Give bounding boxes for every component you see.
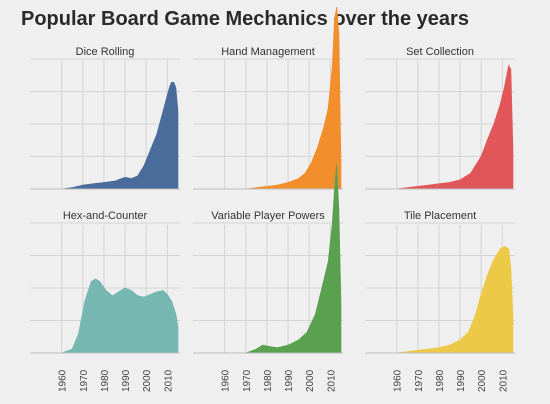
area-series bbox=[365, 245, 514, 354]
facet-title: Dice Rolling bbox=[76, 46, 135, 58]
x-tick-label: 1970 bbox=[79, 369, 90, 392]
x-tick-label: 1970 bbox=[414, 369, 425, 392]
area-series bbox=[30, 278, 179, 354]
x-tick-label: 1980 bbox=[263, 369, 274, 392]
x-tick-label: 1960 bbox=[393, 369, 404, 392]
x-tick-label: 1990 bbox=[284, 369, 295, 392]
facet-title: Hand Management bbox=[221, 46, 315, 58]
x-tick-label: 1970 bbox=[242, 369, 253, 392]
x-tick-label: 2010 bbox=[326, 369, 337, 392]
x-tick-label: 1980 bbox=[435, 369, 446, 392]
chart-title: Popular Board Game Mechanics over the ye… bbox=[21, 8, 469, 30]
facet-title: Variable Player Powers bbox=[211, 210, 325, 222]
facet-title: Set Collection bbox=[406, 46, 474, 58]
x-tick-label: 2000 bbox=[305, 369, 316, 392]
x-tick-label: 1990 bbox=[121, 369, 132, 392]
x-tick-label: 2000 bbox=[477, 369, 488, 392]
x-tick-label: 1960 bbox=[58, 369, 69, 392]
x-tick-label: 1980 bbox=[100, 369, 111, 392]
area-series bbox=[193, 164, 342, 354]
x-tick-label: 1990 bbox=[456, 369, 467, 392]
area-series bbox=[30, 82, 179, 190]
area-series bbox=[193, 6, 342, 190]
x-tick-label: 2010 bbox=[163, 369, 174, 392]
x-tick-label: 1960 bbox=[221, 369, 232, 392]
x-tick-label: 2010 bbox=[498, 369, 509, 392]
x-tick-label: 2000 bbox=[142, 369, 153, 392]
area-series bbox=[365, 64, 514, 190]
facet-title: Hex-and-Counter bbox=[63, 210, 148, 222]
facet-title: Tile Placement bbox=[404, 210, 476, 222]
